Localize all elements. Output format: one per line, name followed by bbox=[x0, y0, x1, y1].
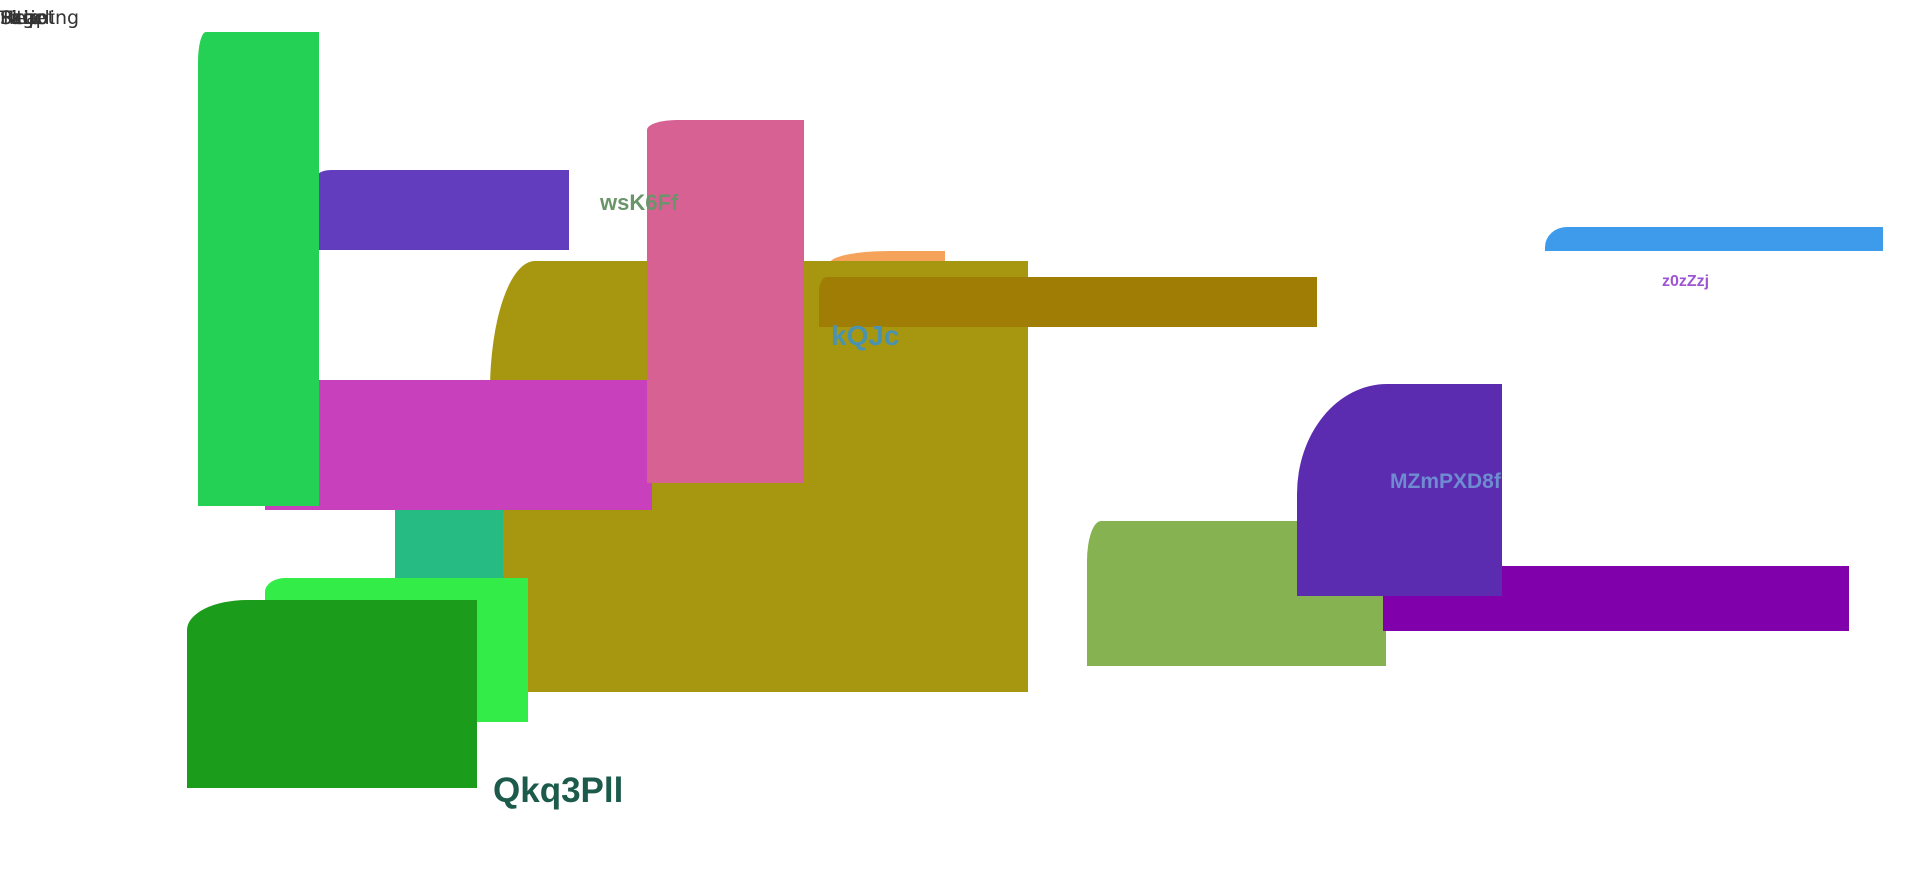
label-l5: Qkq3Pll bbox=[493, 771, 624, 810]
corner-word-script: Script bbox=[0, 7, 56, 29]
pink-column bbox=[647, 120, 804, 483]
label-l4: MZmPXD8f bbox=[1390, 470, 1501, 493]
label-l2: kQJc bbox=[831, 320, 900, 351]
purple-bar bbox=[313, 170, 569, 250]
corner-word-heading: Heading bbox=[0, 7, 80, 29]
teal-block bbox=[395, 505, 503, 583]
blue-bar bbox=[1545, 227, 1883, 251]
label-l1: wsK6Ff bbox=[600, 190, 679, 215]
corner-word-title: Title bbox=[0, 7, 41, 29]
purple-quarter-block bbox=[1297, 384, 1502, 596]
darkgreen-block bbox=[187, 600, 477, 788]
green-tall-block bbox=[198, 32, 319, 506]
corner-word-page: Page bbox=[0, 7, 46, 29]
corner-word-skip[interactable]: Skip bbox=[0, 7, 41, 29]
label-l3: z0zZzj bbox=[1662, 273, 1710, 290]
brown-bar bbox=[819, 277, 1317, 327]
magenta-bar bbox=[265, 380, 652, 510]
